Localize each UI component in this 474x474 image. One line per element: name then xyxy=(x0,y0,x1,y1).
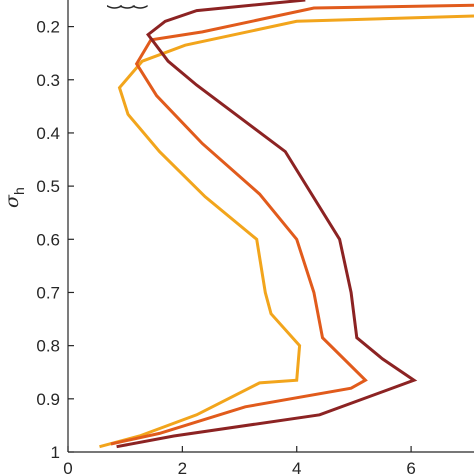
y-tick-label: 0.7 xyxy=(36,283,60,302)
y-tick-label: 0.8 xyxy=(36,337,60,356)
y-tick-label: 1 xyxy=(51,443,60,462)
plot-area xyxy=(99,0,474,449)
series-line-1 xyxy=(99,14,474,449)
y-axis-label-subscript: h xyxy=(11,187,27,195)
series-line-2 xyxy=(110,3,474,446)
y-tick-label: 0.3 xyxy=(36,71,60,90)
y-tick-label: 0.5 xyxy=(36,177,60,196)
tick-labels: 0.2 0.3 0.4 0.5 0.6 0.7 0.8 0.9 10 2 4 6 xyxy=(36,18,415,474)
x-tick-label: 6 xyxy=(406,459,415,474)
x-tick-label: 2 xyxy=(178,459,187,474)
y-tick-label: 0.9 xyxy=(36,390,60,409)
series-line-3 xyxy=(116,0,418,449)
y-axis-label: σh xyxy=(1,187,27,208)
y-tick-label: 0.4 xyxy=(36,124,60,143)
y-axis-label-main: σ xyxy=(1,194,23,208)
x-tick-label: 4 xyxy=(292,459,301,474)
y-tick-label: 0.6 xyxy=(36,230,60,249)
y-tick-label: 0.2 xyxy=(36,18,60,37)
axes xyxy=(67,0,474,453)
x-tick-label: 0 xyxy=(63,459,72,474)
partial-annotation: ‿‿‿ xyxy=(106,0,148,10)
